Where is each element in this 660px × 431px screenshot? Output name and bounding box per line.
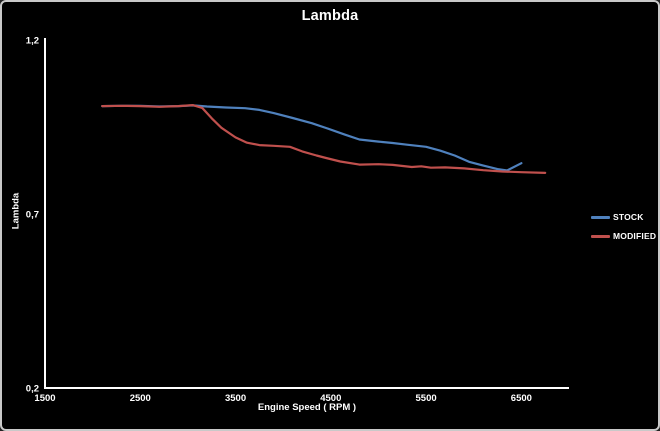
stock-line-swatch — [591, 215, 610, 219]
legend: STOCK MODIFIED — [591, 212, 656, 241]
x-axis-title: Engine Speed ( RPM ) — [257, 402, 357, 413]
x-tick-label: 5500 — [416, 393, 437, 404]
legend-label-stock: STOCK — [613, 212, 644, 222]
legend-label-modified: MODIFIED — [613, 231, 657, 241]
x-tick-label: 6500 — [511, 393, 532, 404]
x-tick-label: 1500 — [34, 393, 55, 404]
legend-item-modified: MODIFIED — [591, 231, 656, 241]
legend-item-stock: STOCK — [591, 212, 656, 222]
y-tick-label: 0,7 — [26, 210, 39, 221]
series-line-stock — [101, 104, 523, 172]
modified-line-swatch — [591, 234, 610, 238]
y-tick-label: 0,2 — [26, 384, 39, 395]
x-tick-label: 2500 — [130, 393, 151, 404]
x-tick-label: 3500 — [225, 393, 246, 404]
x-tick-label: 4500 — [320, 393, 341, 404]
series-line-modified — [101, 104, 547, 174]
y-tick-label: 1,2 — [26, 36, 39, 47]
chart-title: Lambda — [301, 8, 359, 24]
y-axis-title: Lambda — [10, 192, 22, 230]
